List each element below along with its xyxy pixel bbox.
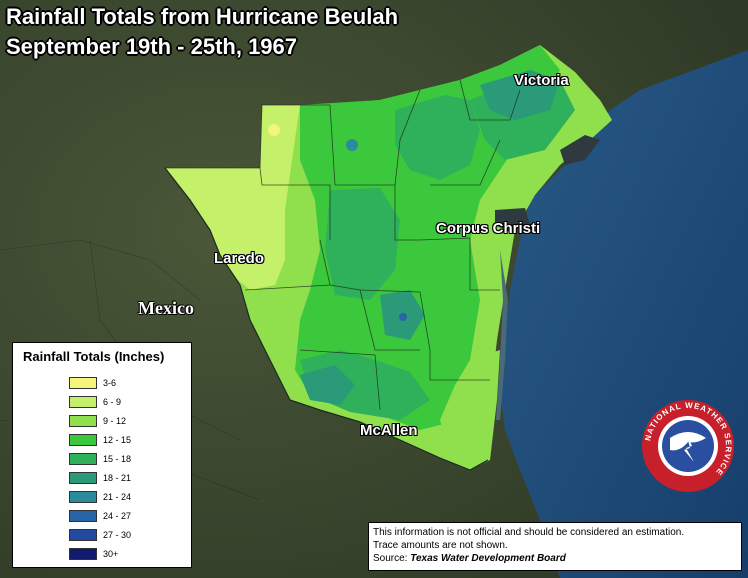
legend-swatch <box>69 548 97 560</box>
label-corpus-christi: Corpus Christi <box>436 220 541 237</box>
legend-label: 9 - 12 <box>103 416 127 426</box>
legend-swatch <box>69 491 97 503</box>
legend-label: 12 - 15 <box>103 435 132 445</box>
source-line: Source: Texas Water Development Board <box>373 552 737 565</box>
legend-swatch <box>69 453 97 465</box>
nws-logo-icon: NATIONAL WEATHER SERVICE <box>642 400 734 492</box>
title-line-1: Rainfall Totals from Hurricane Beulah <box>6 4 399 29</box>
label-mcallen: McAllen <box>360 422 418 439</box>
rain-zone-15-18-mid <box>325 188 400 300</box>
coastal-bays <box>560 135 600 165</box>
corpus-christi-bay <box>495 208 530 232</box>
rain-zone-18-21-south <box>300 365 355 405</box>
source-label: Source: <box>373 553 408 564</box>
legend-label: 24 - 27 <box>103 511 132 521</box>
legend-swatch <box>69 529 97 541</box>
legend-label: 30+ <box>103 549 119 559</box>
disclaimer-line-2: Trace amounts are not shown. <box>373 540 508 551</box>
legend-label: 15 - 18 <box>103 454 132 464</box>
rain-zone-18-21-ne <box>480 70 560 120</box>
legend-swatch <box>69 377 97 389</box>
laguna-madre <box>496 250 508 420</box>
legend-label: 18 - 21 <box>103 473 132 483</box>
disclaimer-box: This information is not official and sho… <box>368 522 742 571</box>
label-victoria: Victoria <box>514 72 569 89</box>
disclaimer-line-1: This information is not official and sho… <box>373 527 685 538</box>
county-boundaries <box>165 79 521 411</box>
rio-grande-border <box>164 167 489 471</box>
label-laredo: Laredo <box>214 250 265 267</box>
legend-swatch <box>69 415 97 427</box>
label-mexico: Mexico <box>138 298 194 318</box>
rain-zone-3-6 <box>268 124 280 136</box>
legend-swatch <box>69 396 97 408</box>
legend-title: Rainfall Totals (Inches) <box>23 349 165 364</box>
legend-label: 3-6 <box>103 378 117 388</box>
legend-label: 27 - 30 <box>103 530 132 540</box>
rain-zone-6-9 <box>165 105 300 290</box>
legend-label: 21 - 24 <box>103 492 132 502</box>
source-value: Texas Water Development Board <box>410 553 566 564</box>
rain-zone-21-24-spot <box>346 139 358 151</box>
rain-zone-15-18-north <box>395 95 480 180</box>
legend-swatch <box>69 434 97 446</box>
legend-swatch <box>69 510 97 522</box>
rain-zone-24-27-spot <box>399 313 407 321</box>
legend-swatch <box>69 472 97 484</box>
legend-box: Rainfall Totals (Inches) 3-6 6 - 9 9 - 12 1… <box>12 342 192 568</box>
title-line-2: September 19th - 25th, 1967 <box>6 34 298 59</box>
legend-label: 6 - 9 <box>103 397 122 407</box>
